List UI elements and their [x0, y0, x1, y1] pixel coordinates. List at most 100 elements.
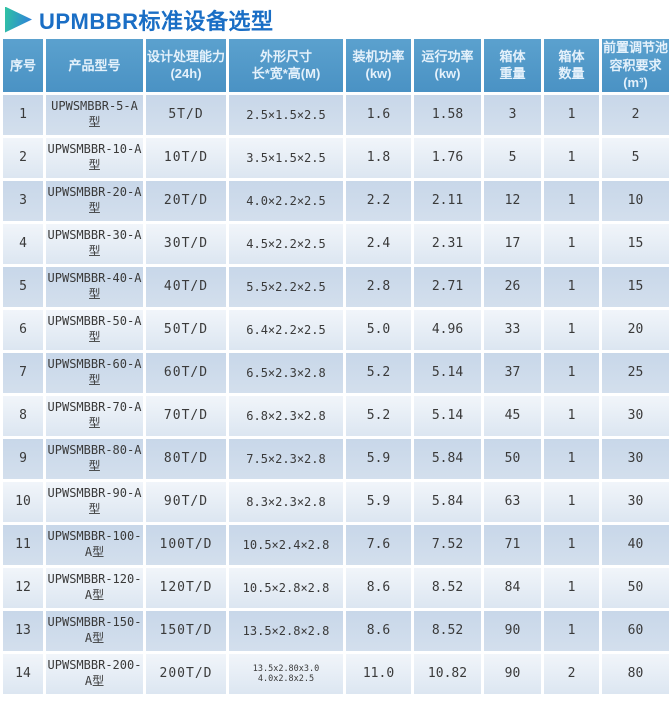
- cell-dimensions: 5.5×2.2×2.5: [229, 266, 343, 307]
- cell-model: UPWSMBBR-30-A型: [46, 223, 143, 264]
- cell-capacity: 100T/D: [146, 524, 226, 565]
- cell-running-power: 8.52: [414, 567, 481, 608]
- col-header-installed-power: 装机功率 (kw): [346, 39, 411, 92]
- col-header-capacity-line2: (24h): [170, 66, 202, 82]
- cell-tank-volume: 30: [602, 395, 669, 436]
- col-header-model-line1: 产品型号: [68, 57, 121, 73]
- cell-tank-volume: 2: [602, 94, 669, 135]
- col-header-tank-volume: 前置调节池 容积要求(m³): [602, 39, 669, 92]
- cell-box-weight: 90: [484, 610, 541, 651]
- cell-installed-power: 1.8: [346, 137, 411, 178]
- col-header-running-power-line1: 运行功率: [421, 48, 474, 64]
- equipment-spec-table: 序号 产品型号 设计处理能力 (24h) 外形尺寸 长*宽*高(M) 装机功率 …: [0, 36, 672, 697]
- cell-index: 4: [3, 223, 43, 264]
- cell-running-power: 5.84: [414, 438, 481, 479]
- table-row: 9 UPWSMBBR-80-A型 80T/D 7.5×2.3×2.8 5.9 5…: [3, 438, 669, 479]
- cell-box-count: 1: [544, 94, 599, 135]
- col-header-capacity: 设计处理能力 (24h): [146, 39, 226, 92]
- cell-box-weight: 33: [484, 309, 541, 350]
- table-header-row: 序号 产品型号 设计处理能力 (24h) 外形尺寸 长*宽*高(M) 装机功率 …: [3, 39, 669, 92]
- table-row: 4 UPWSMBBR-30-A型 30T/D 4.5×2.2×2.5 2.4 2…: [3, 223, 669, 264]
- cell-capacity: 5T/D: [146, 94, 226, 135]
- cell-tank-volume: 15: [602, 223, 669, 264]
- col-header-installed-power-line2: (kw): [365, 66, 392, 82]
- cell-running-power: 10.82: [414, 653, 481, 694]
- cell-dimensions: 13.5x2.80x3.0 4.0x2.8x2.5: [229, 653, 343, 694]
- cell-capacity: 80T/D: [146, 438, 226, 479]
- cell-dimensions: 6.5×2.3×2.8: [229, 352, 343, 393]
- cell-index: 2: [3, 137, 43, 178]
- col-header-installed-power-line1: 装机功率: [352, 48, 405, 64]
- cell-dimensions: 4.5×2.2×2.5: [229, 223, 343, 264]
- col-header-model: 产品型号: [46, 39, 143, 92]
- page-title-bar: UPMBBR标准设备选型: [0, 0, 672, 34]
- cell-model: UPWSMBBR-200-A型: [46, 653, 143, 694]
- cell-box-count: 2: [544, 653, 599, 694]
- cell-box-weight: 63: [484, 481, 541, 522]
- cell-box-count: 1: [544, 395, 599, 436]
- cell-installed-power: 5.0: [346, 309, 411, 350]
- cell-running-power: 4.96: [414, 309, 481, 350]
- col-header-dimensions-line1: 外形尺寸: [259, 48, 312, 64]
- col-header-box-weight-line1: 箱体: [499, 48, 526, 64]
- table-row: 6 UPWSMBBR-50-A型 50T/D 6.4×2.2×2.5 5.0 4…: [3, 309, 669, 350]
- cell-tank-volume: 5: [602, 137, 669, 178]
- cell-index: 13: [3, 610, 43, 651]
- cell-index: 8: [3, 395, 43, 436]
- table-row: 5 UPWSMBBR-40-A型 40T/D 5.5×2.2×2.5 2.8 2…: [3, 266, 669, 307]
- col-header-dimensions-line2: 长*宽*高(M): [251, 66, 321, 82]
- table-row: 10 UPWSMBBR-90-A型 90T/D 8.3×2.3×2.8 5.9 …: [3, 481, 669, 522]
- cell-box-weight: 50: [484, 438, 541, 479]
- cell-dimensions: 7.5×2.3×2.8: [229, 438, 343, 479]
- col-header-tank-volume-line2: 容积要求(m³): [609, 57, 662, 91]
- table-row: 7 UPWSMBBR-60-A型 60T/D 6.5×2.3×2.8 5.2 5…: [3, 352, 669, 393]
- cell-installed-power: 5.9: [346, 438, 411, 479]
- table-row: 13 UPWSMBBR-150-A型 150T/D 13.5×2.8×2.8 8…: [3, 610, 669, 651]
- page-title: UPMBBR标准设备选型: [39, 8, 274, 34]
- cell-installed-power: 8.6: [346, 567, 411, 608]
- cell-installed-power: 5.2: [346, 395, 411, 436]
- table-row: 14 UPWSMBBR-200-A型 200T/D 13.5x2.80x3.0 …: [3, 653, 669, 694]
- table-row: 3 UPWSMBBR-20-A型 20T/D 4.0×2.2×2.5 2.2 2…: [3, 180, 669, 221]
- cell-running-power: 2.11: [414, 180, 481, 221]
- cell-box-count: 1: [544, 438, 599, 479]
- cell-running-power: 5.84: [414, 481, 481, 522]
- cell-index: 1: [3, 94, 43, 135]
- cell-index: 10: [3, 481, 43, 522]
- col-header-box-weight: 箱体 重量: [484, 39, 541, 92]
- col-header-index-line1: 序号: [9, 57, 36, 73]
- col-header-running-power-line2: (kw): [434, 66, 461, 82]
- cell-box-weight: 17: [484, 223, 541, 264]
- cell-installed-power: 5.9: [346, 481, 411, 522]
- cell-model: UPWSMBBR-20-A型: [46, 180, 143, 221]
- cell-index: 7: [3, 352, 43, 393]
- cell-box-weight: 84: [484, 567, 541, 608]
- cell-index: 6: [3, 309, 43, 350]
- cell-model: UPWSMBBR-40-A型: [46, 266, 143, 307]
- cell-capacity: 10T/D: [146, 137, 226, 178]
- cell-model: UPWSMBBR-70-A型: [46, 395, 143, 436]
- cell-tank-volume: 25: [602, 352, 669, 393]
- cell-box-weight: 12: [484, 180, 541, 221]
- cell-installed-power: 2.4: [346, 223, 411, 264]
- cell-dimensions: 6.8×2.3×2.8: [229, 395, 343, 436]
- cell-model: UPWSMBBR-60-A型: [46, 352, 143, 393]
- cell-capacity: 60T/D: [146, 352, 226, 393]
- cell-tank-volume: 60: [602, 610, 669, 651]
- cell-installed-power: 1.6: [346, 94, 411, 135]
- col-header-box-count-line2: 数量: [558, 66, 585, 82]
- cell-box-count: 1: [544, 266, 599, 307]
- col-header-index: 序号: [3, 39, 43, 92]
- cell-tank-volume: 10: [602, 180, 669, 221]
- cell-box-weight: 5: [484, 137, 541, 178]
- cell-capacity: 70T/D: [146, 395, 226, 436]
- cell-dimensions: 6.4×2.2×2.5: [229, 309, 343, 350]
- cell-dimensions: 8.3×2.3×2.8: [229, 481, 343, 522]
- cell-model: UPWSMBBR-100-A型: [46, 524, 143, 565]
- cell-dimensions: 2.5×1.5×2.5: [229, 94, 343, 135]
- cell-installed-power: 8.6: [346, 610, 411, 651]
- cell-box-weight: 45: [484, 395, 541, 436]
- cell-running-power: 1.76: [414, 137, 481, 178]
- cell-running-power: 2.71: [414, 266, 481, 307]
- cell-box-weight: 26: [484, 266, 541, 307]
